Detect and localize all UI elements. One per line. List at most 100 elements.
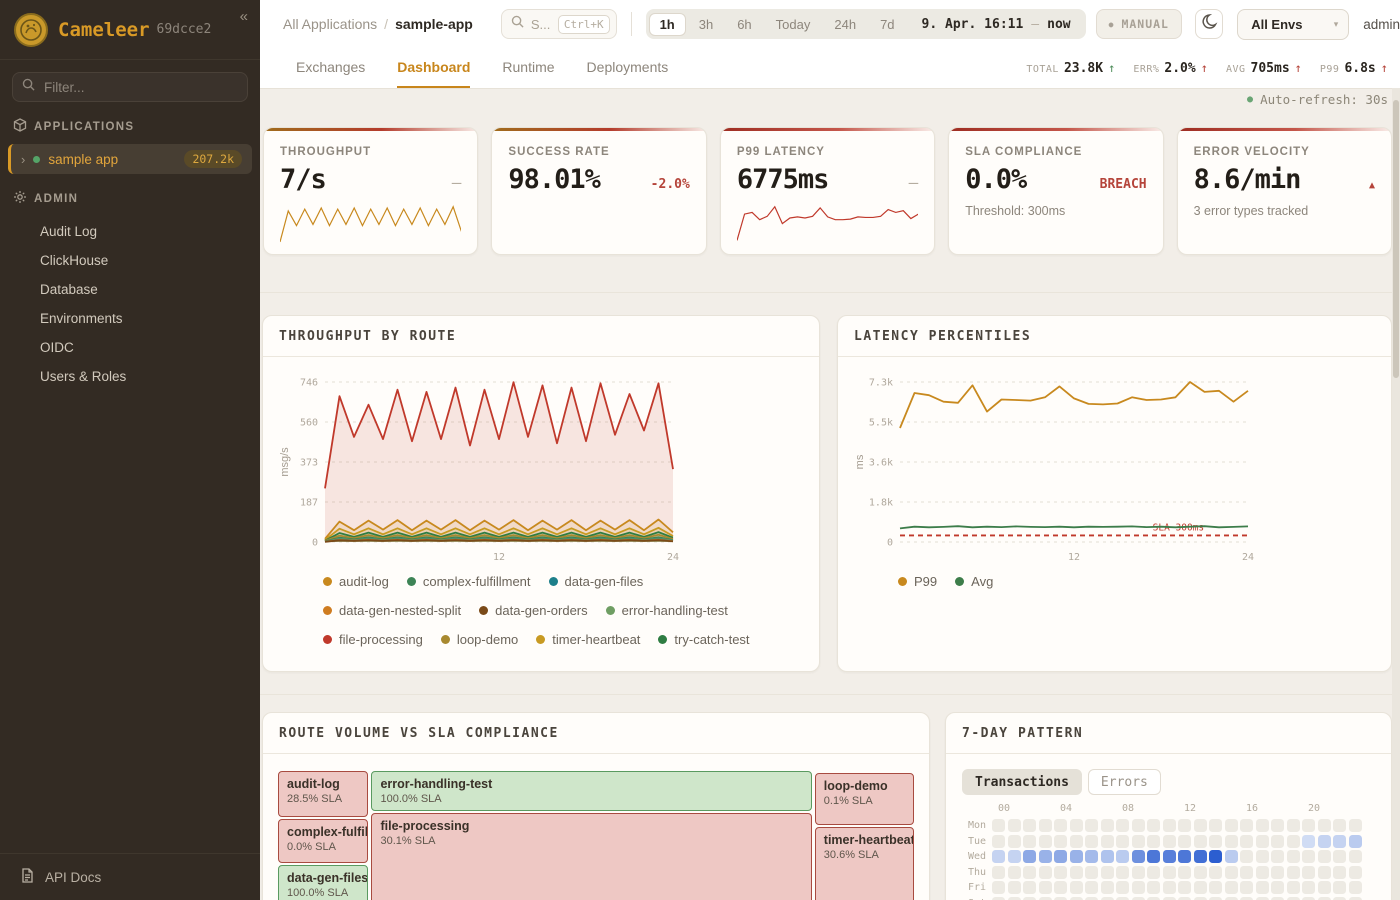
range-24h[interactable]: 24h (834, 16, 857, 32)
heatmap-cell (1271, 834, 1284, 848)
treemap-sla-value: 100.0% SLA (380, 793, 442, 805)
heatmap-cell (1100, 819, 1114, 832)
sidebar-item-users-roles[interactable]: Users & Roles (40, 369, 127, 384)
breadcrumb: All Applications / sample-app (283, 16, 473, 32)
sidebar-item-api-docs[interactable]: API Docs (0, 853, 260, 900)
section-divider (260, 694, 1392, 695)
stat-label: TOTAL (1026, 63, 1059, 75)
heatmap-mode-errors[interactable]: Errors (1087, 769, 1161, 795)
legend-item-data-gen-nested-split[interactable]: data-gen-nested-split (323, 603, 461, 618)
breadcrumb-root[interactable]: All Applications (283, 16, 378, 32)
scrollbar-thumb[interactable] (1393, 100, 1399, 378)
range-7d[interactable]: 7d (880, 16, 895, 32)
tab-runtime[interactable]: Runtime (502, 59, 555, 75)
env-select[interactable]: All Envs ▾ (1237, 8, 1350, 40)
sidebar-item-sample-app[interactable]: › sample app 207.2k (8, 144, 252, 174)
heatmap-cell (1116, 850, 1129, 863)
user-menu[interactable]: admin (1363, 16, 1400, 32)
heatmap-cell (1054, 834, 1067, 848)
sla-treemap: audit-log 28.5% SLA complex-fulfil... 0.0% … (278, 771, 914, 900)
sidebar-item-audit-log[interactable]: Audit Log (40, 224, 98, 239)
treemap-sla-value: 28.5% SLA (287, 793, 343, 805)
caret-down-icon: ▾ (1333, 18, 1339, 29)
heatmap-cell (1023, 819, 1036, 832)
tab-deployments[interactable]: Deployments (586, 59, 669, 75)
range-6h[interactable]: 6h (737, 16, 752, 32)
kpi-delta: – (908, 173, 919, 192)
legend-item-file-processing[interactable]: file-processing (323, 632, 423, 647)
heatmap-cell (1348, 850, 1362, 863)
legend-dot-icon (440, 635, 450, 644)
main-area: All Applications / sample-app Ctrl+K 1h 3… (260, 0, 1400, 900)
heatmap-cell (1038, 819, 1052, 832)
heatmap-cell (1255, 819, 1269, 832)
heatmap-cell (1085, 865, 1098, 879)
heatmap-cell (1271, 850, 1284, 863)
treemap-block-timer-heartbeat[interactable]: timer-heartbeat 30.6% SLA (814, 827, 914, 900)
heatmap-cell (1162, 819, 1176, 832)
tab-dashboard[interactable]: Dashboard (397, 48, 471, 88)
heatmap-cell (1162, 834, 1176, 848)
scrollbar-track[interactable] (1392, 88, 1400, 900)
heatmap-cell (1038, 881, 1052, 894)
range-3h[interactable]: 3h (698, 16, 714, 32)
admin-nav-list: Audit Log ClickHouse Database Environments O… (0, 217, 260, 391)
treemap-block-loop-demo[interactable]: loop-demo 0.1% SLA (814, 773, 914, 825)
legend-item-error-handling-test[interactable]: error-handling-test (605, 603, 728, 618)
heatmap-cell (1240, 865, 1253, 879)
moon-icon (1201, 13, 1218, 35)
legend-item-timer-heartbeat[interactable]: timer-heartbeat (536, 632, 640, 647)
treemap-block-complex-fulfil[interactable]: complex-fulfil... 0.0% SLA (278, 819, 369, 863)
sidebar-item-database[interactable]: Database (40, 282, 98, 297)
panel-title: ROUTE VOLUME VS SLA COMPLIANCE (263, 713, 929, 754)
dark-mode-toggle[interactable] (1194, 9, 1224, 39)
sidebar-item-clickhouse[interactable]: ClickHouse (40, 253, 109, 268)
heatmap-cell (1348, 865, 1362, 879)
legend-item-avg[interactable]: Avg (955, 574, 993, 589)
legend-item-data-gen-files[interactable]: data-gen-files (548, 574, 643, 589)
sidebar-item-environments[interactable]: Environments (40, 311, 123, 326)
treemap-block-data-gen-files[interactable]: data-gen-files 100.0% SLA (278, 865, 369, 900)
legend-item-try-catch-test[interactable]: try-catch-test (658, 632, 750, 647)
global-search[interactable]: Ctrl+K (500, 9, 617, 39)
heatmap-cell (1085, 896, 1098, 900)
heatmap-mode-transactions[interactable]: Transactions (962, 769, 1082, 795)
heatmap-cell (1162, 881, 1176, 894)
heatmap-cell (1271, 865, 1284, 879)
heatmap-cell (1038, 850, 1052, 863)
heatmap-cell (1240, 834, 1253, 848)
range-today[interactable]: Today (775, 16, 811, 32)
time-range-control: 1h 3h 6h Today 24h 7d 9. Apr. 16:11 — now (645, 9, 1086, 39)
heatmap-cell (992, 865, 1005, 879)
treemap-block-audit-log[interactable]: audit-log 28.5% SLA (278, 771, 369, 817)
legend-item-data-gen-orders[interactable]: data-gen-orders (479, 603, 588, 618)
tabs-bar: Exchanges Dashboard Runtime Deployments TOT… (260, 48, 1400, 89)
sidebar-collapse-icon[interactable]: « (239, 8, 248, 25)
heatmap-cell (1317, 819, 1331, 832)
legend-item-audit-log[interactable]: audit-log (323, 574, 389, 589)
manual-refresh-button[interactable]: ● MANUAL (1095, 9, 1182, 39)
sidebar-filter[interactable] (12, 72, 248, 102)
kpi-card-error-velocity: ERROR VELOCITY 8.6/min ▲ 3 error types trac… (1176, 127, 1393, 255)
chevron-right-icon[interactable]: › (21, 151, 26, 167)
chart-legend: P99 Avg (898, 574, 1371, 589)
treemap-block-error-handling-test[interactable]: error-handling-test 100.0% SLA (371, 771, 812, 811)
search-input[interactable] (528, 15, 553, 33)
sidebar-item-oidc[interactable]: OIDC (40, 340, 74, 355)
kpi-subtitle: Threshold: 300ms (965, 204, 1066, 218)
filter-input[interactable] (42, 78, 238, 96)
heatmap-day-label: Tue (967, 835, 986, 847)
legend-item-p99[interactable]: P99 (898, 574, 937, 589)
legend-item-loop-demo[interactable]: loop-demo (440, 632, 518, 647)
heatmap-cell (1209, 865, 1222, 879)
heatmap-cell (992, 896, 1005, 900)
heatmap-cell (1007, 834, 1021, 848)
heatmap-cell (1023, 850, 1036, 863)
legend-item-complex-fulfillment[interactable]: complex-fulfillment (406, 574, 531, 589)
tab-exchanges[interactable]: Exchanges (296, 59, 366, 75)
treemap-route-name: timer-heartbeat (823, 833, 914, 847)
date-range[interactable]: 9. Apr. 16:11 — now (908, 17, 1083, 32)
treemap-block-file-processing[interactable]: file-processing 30.1% SLA (371, 813, 812, 900)
stat-value: 6.8s (1344, 60, 1376, 76)
range-1h[interactable]: 1h (648, 12, 686, 36)
